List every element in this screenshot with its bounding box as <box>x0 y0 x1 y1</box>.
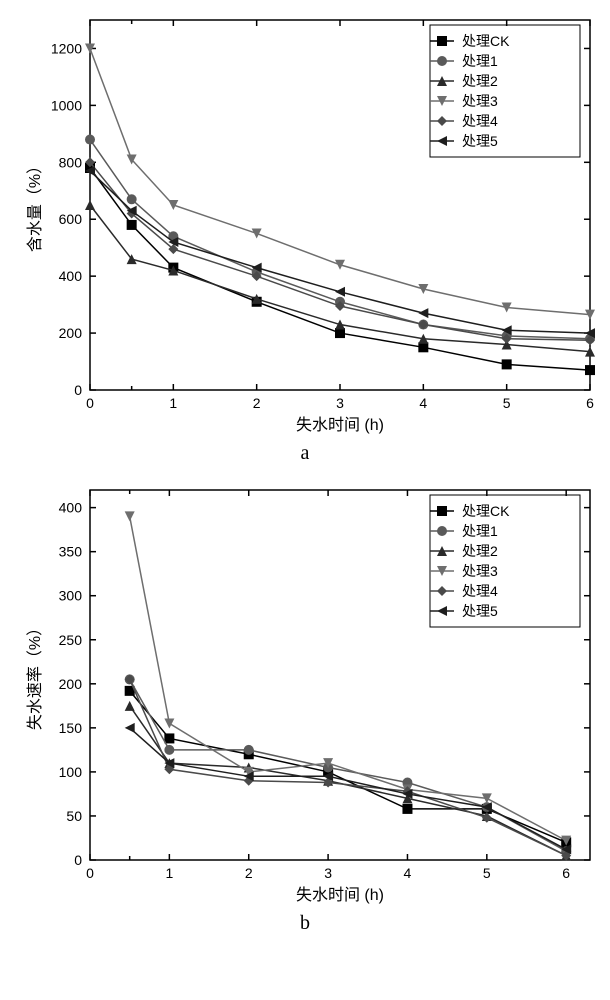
svg-text:4: 4 <box>404 865 412 881</box>
chart-b-svg: 0 1 2 3 4 5 6 0 50 100 150 200 250 300 350 400 失水时间 (h) 失… <box>0 470 610 910</box>
svg-text:100: 100 <box>59 764 83 780</box>
svg-text:50: 50 <box>66 808 82 824</box>
svg-text:2: 2 <box>253 395 261 411</box>
svg-text:处理4: 处理4 <box>462 113 498 129</box>
svg-text:300: 300 <box>59 588 83 604</box>
svg-text:600: 600 <box>59 211 83 227</box>
svg-text:处理3: 处理3 <box>462 93 498 109</box>
svg-text:0: 0 <box>86 865 94 881</box>
svg-text:处理3: 处理3 <box>462 563 498 579</box>
svg-text:1000: 1000 <box>51 97 82 113</box>
svg-text:失水时间 (h): 失水时间 (h) <box>296 416 384 434</box>
svg-text:0: 0 <box>74 852 82 868</box>
svg-text:0: 0 <box>74 382 82 398</box>
svg-text:1: 1 <box>169 395 177 411</box>
svg-text:400: 400 <box>59 268 83 284</box>
svg-text:800: 800 <box>59 154 83 170</box>
chart-a: 0 1 2 3 4 5 6 0 200 400 600 800 1000 1200 失水时间 (h) 含水量（… <box>0 0 610 460</box>
svg-text:处理1: 处理1 <box>462 523 498 539</box>
svg-text:处理CK: 处理CK <box>462 503 510 519</box>
svg-text:6: 6 <box>586 395 594 411</box>
svg-text:200: 200 <box>59 325 83 341</box>
svg-text:处理2: 处理2 <box>462 73 498 89</box>
svg-text:3: 3 <box>336 395 344 411</box>
svg-text:1200: 1200 <box>51 40 82 56</box>
svg-text:处理1: 处理1 <box>462 53 498 69</box>
svg-text:1: 1 <box>165 865 173 881</box>
svg-text:250: 250 <box>59 632 83 648</box>
svg-text:处理5: 处理5 <box>462 603 498 619</box>
svg-text:150: 150 <box>59 720 83 736</box>
svg-text:350: 350 <box>59 544 83 560</box>
svg-text:3: 3 <box>324 865 332 881</box>
chart-b: 0 1 2 3 4 5 6 0 50 100 150 200 250 300 350 400 失水时间 (h) 失… <box>0 470 610 930</box>
chart-a-sublabel: a <box>0 442 610 465</box>
chart-a-svg: 0 1 2 3 4 5 6 0 200 400 600 800 1000 1200 失水时间 (h) 含水量（… <box>0 0 610 440</box>
svg-text:5: 5 <box>483 865 491 881</box>
svg-text:6: 6 <box>562 865 570 881</box>
svg-text:4: 4 <box>419 395 427 411</box>
svg-text:400: 400 <box>59 500 83 516</box>
svg-text:处理2: 处理2 <box>462 543 498 559</box>
svg-text:失水时间 (h): 失水时间 (h) <box>296 886 384 904</box>
svg-text:含水量（%）: 含水量（%） <box>26 158 44 252</box>
chart-b-sublabel: b <box>0 912 610 935</box>
svg-text:200: 200 <box>59 676 83 692</box>
svg-text:处理4: 处理4 <box>462 583 498 599</box>
svg-text:5: 5 <box>503 395 511 411</box>
svg-text:0: 0 <box>86 395 94 411</box>
svg-text:处理CK: 处理CK <box>462 33 510 49</box>
svg-text:2: 2 <box>245 865 253 881</box>
svg-text:处理5: 处理5 <box>462 133 498 149</box>
svg-text:失水速率（%）: 失水速率（%） <box>26 620 44 730</box>
